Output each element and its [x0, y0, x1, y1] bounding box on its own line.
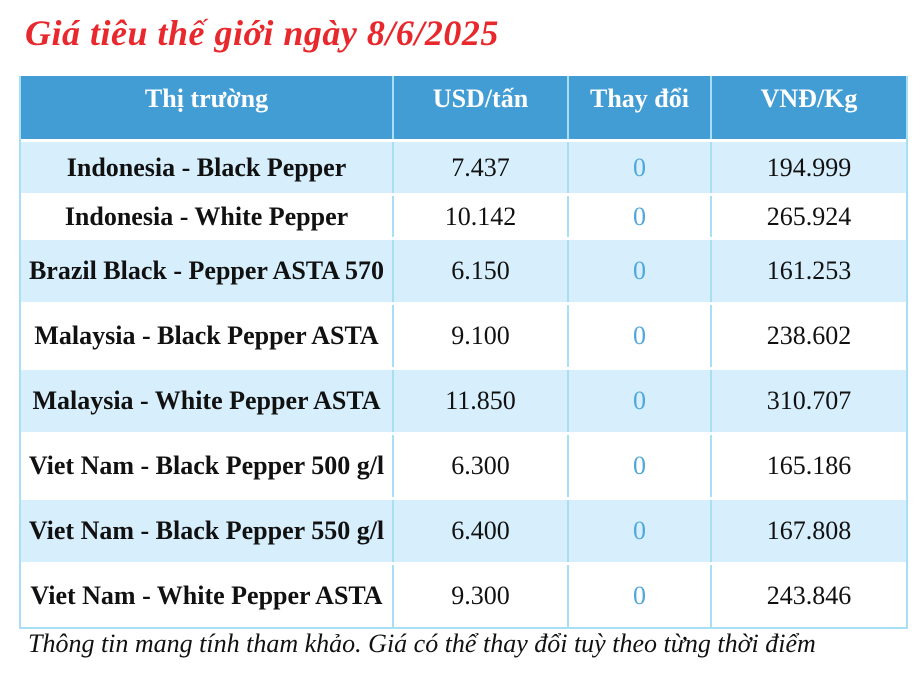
- market-cell: Viet Nam - Black Pepper 550 g/l: [21, 500, 394, 562]
- usd-cell: 6.400: [394, 500, 569, 562]
- usd-cell: 10.142: [394, 196, 569, 237]
- usd-cell: 11.850: [394, 370, 569, 432]
- disclaimer-note: Thông tin mang tính tham khảo. Giá có th…: [28, 629, 816, 658]
- page-title: Giá tiêu thế giới ngày 8/6/2025: [25, 13, 499, 53]
- change-cell: 0: [569, 142, 712, 193]
- vnd-cell: 194.999: [766, 152, 852, 182]
- market-cell: Viet Nam - White Pepper ASTA: [21, 565, 394, 627]
- vnd-cell: 310.707: [766, 386, 852, 416]
- table-row: Malaysia - White Pepper ASTA 11.850 0 31…: [21, 367, 906, 432]
- vnd-cell: 167.808: [766, 516, 852, 546]
- market-cell: Viet Nam - Black Pepper 500 g/l: [21, 435, 394, 497]
- change-cell: 0: [569, 370, 712, 432]
- usd-cell: 6.300: [394, 435, 569, 497]
- market-cell: Malaysia - White Pepper ASTA: [21, 370, 394, 432]
- table-row: Indonesia - White Pepper 10.142 0 265.92…: [21, 193, 906, 237]
- usd-cell: 9.300: [394, 565, 569, 627]
- change-cell: 0: [569, 565, 712, 627]
- change-cell: 0: [569, 196, 712, 237]
- usd-cell: 7.437: [394, 142, 569, 193]
- column-header-vnd-per-kg: VNĐ/Kg: [760, 84, 858, 113]
- usd-cell: 6.150: [394, 240, 569, 302]
- table-row: Malaysia - Black Pepper ASTA 9.100 0 238…: [21, 302, 906, 367]
- usd-cell: 9.100: [394, 305, 569, 367]
- market-cell: Malaysia - Black Pepper ASTA: [21, 305, 394, 367]
- vnd-cell: 165.186: [766, 451, 852, 481]
- table-row: Brazil Black - Pepper ASTA 570 6.150 0 1…: [21, 237, 906, 302]
- market-cell: Brazil Black - Pepper ASTA 570: [21, 240, 394, 302]
- change-cell: 0: [569, 240, 712, 302]
- change-cell: 0: [569, 435, 712, 497]
- table-header-row: Thị trường USD/tấn Thay đổi VNĐ/Kg: [21, 76, 906, 139]
- table-row: Viet Nam - Black Pepper 500 g/l 6.300 0 …: [21, 432, 906, 497]
- vnd-cell: 265.924: [766, 201, 852, 231]
- column-header-change: Thay đổi: [569, 76, 712, 139]
- table-row: Indonesia - Black Pepper 7.437 0 194.999: [21, 139, 906, 193]
- market-cell: Indonesia - White Pepper: [21, 196, 394, 237]
- column-header-market: Thị trường: [21, 76, 394, 139]
- vnd-cell: 161.253: [766, 256, 852, 286]
- table-row: Viet Nam - Black Pepper 550 g/l 6.400 0 …: [21, 497, 906, 562]
- change-cell: 0: [569, 500, 712, 562]
- table-row: Viet Nam - White Pepper ASTA 9.300 0 243…: [21, 562, 906, 627]
- vnd-cell: 243.846: [766, 581, 852, 611]
- market-cell: Indonesia - Black Pepper: [21, 142, 394, 193]
- vnd-cell: 238.602: [766, 321, 852, 351]
- column-header-usd-per-ton: USD/tấn: [394, 76, 569, 139]
- change-cell: 0: [569, 305, 712, 367]
- pepper-price-table: Thị trường USD/tấn Thay đổi VNĐ/Kg Indon…: [19, 76, 908, 629]
